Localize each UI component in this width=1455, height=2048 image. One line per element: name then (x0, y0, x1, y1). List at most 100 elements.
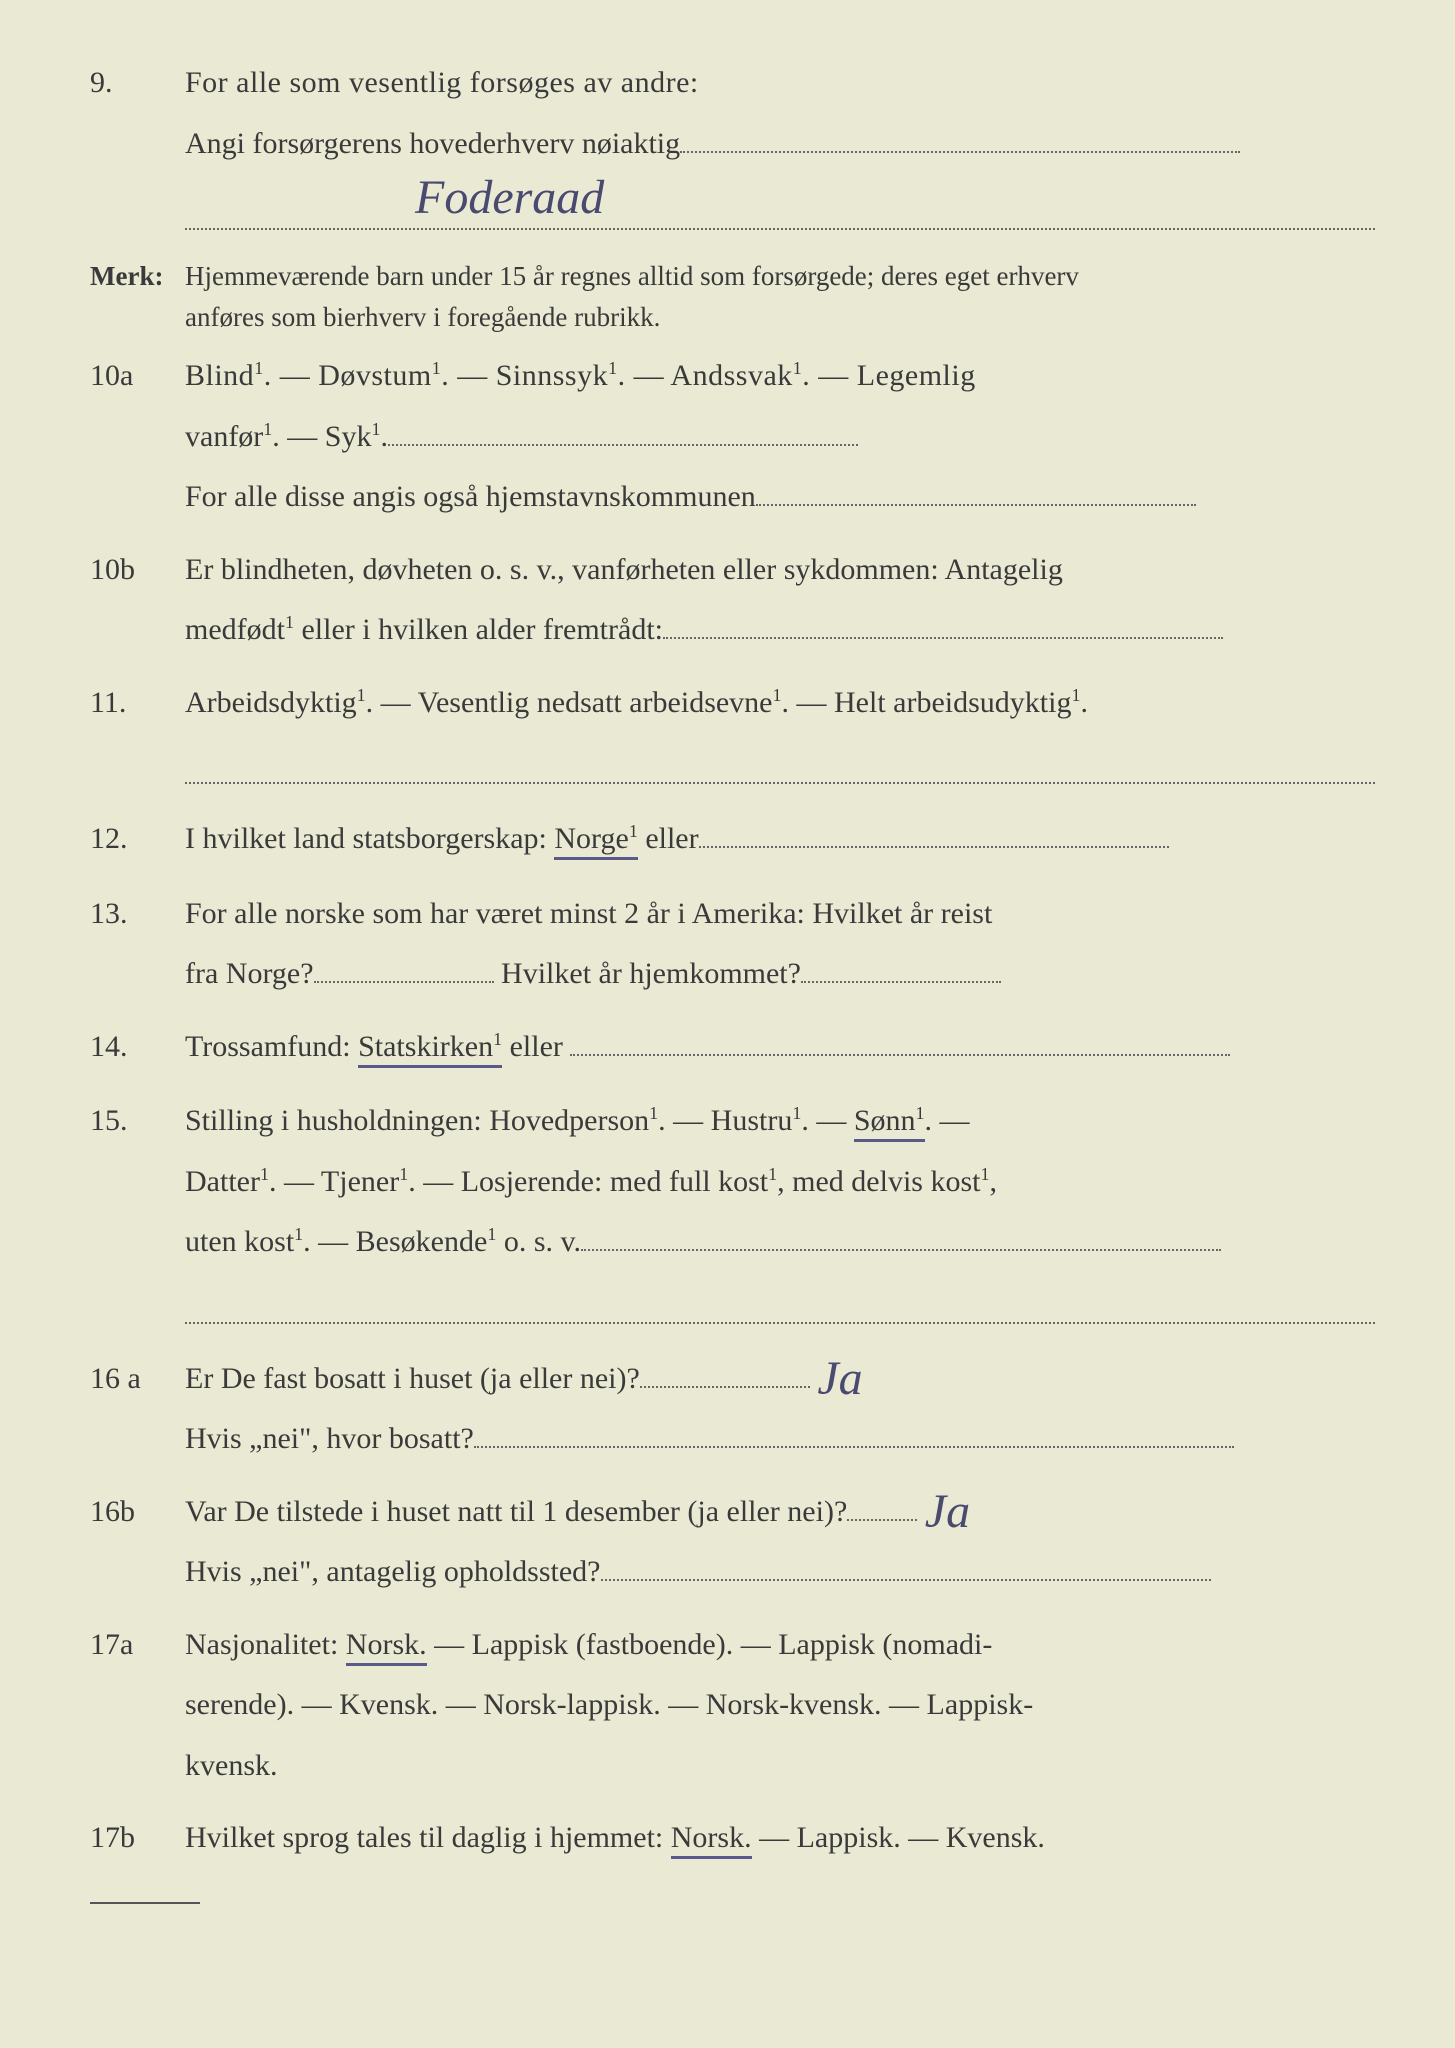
q16a-line1: Er De fast bosatt i huset (ja eller nei)… (185, 1356, 1375, 1403)
q14-pre: Trossamfund: (185, 1030, 358, 1063)
dotline (388, 417, 858, 446)
q10b-line2-text: medfødt1 eller i hvilken alder fremtrådt… (185, 613, 663, 646)
merk-label: Merk: (90, 256, 185, 298)
q16b-number: 16b (90, 1489, 185, 1536)
q15-blank (185, 1280, 1375, 1324)
q15-line1: Stilling i husholdningen: Hovedperson1. … (185, 1098, 1375, 1145)
q10b-number: 10b (90, 547, 185, 594)
q13-line2a: fra Norge? (185, 957, 314, 990)
q14: 14. Trossamfund: Statskirken1 eller (90, 1024, 1375, 1071)
q9-handwritten-line: Foderaad (185, 181, 1375, 230)
q14-post: eller (502, 1030, 570, 1063)
q17a: 17a Nasjonalitet: Norsk. — Lappisk (fast… (90, 1622, 1375, 1669)
q15: 15. Stilling i husholdningen: Hovedperso… (90, 1098, 1375, 1145)
q13-line2b: Hvilket år hjemkommet? (494, 957, 801, 990)
dotline (601, 1552, 1211, 1581)
dotline (640, 1359, 810, 1388)
q15-number: 15. (90, 1098, 185, 1145)
q11-number: 11. (90, 680, 185, 727)
merk-body: Hjemmeværende barn under 15 år regnes al… (185, 256, 1375, 340)
q17a-line2: serende). — Kvensk. — Norsk-lappisk. — N… (185, 1682, 1375, 1729)
q14-underlined: Statskirken1 (358, 1030, 502, 1068)
q17a-underlined: Norsk. (346, 1628, 427, 1666)
q10a-line1: Blind1. — Døvstum1. — Sinnssyk1. — Andss… (185, 353, 1375, 400)
q9: 9. For alle som vesentlig forsøges av an… (90, 60, 1375, 107)
q16a-number: 16 a (90, 1356, 185, 1403)
dotline (314, 954, 494, 983)
q9-number: 9. (90, 60, 185, 107)
q15-line1b: . — (925, 1104, 970, 1137)
q10a-number: 10a (90, 353, 185, 400)
q17a-line1b: — Lappisk (fastboende). — Lappisk (nomad… (427, 1628, 993, 1661)
q15-line2: Datter1. — Tjener1. — Losjerende: med fu… (185, 1159, 1375, 1206)
q10a-line2: vanfør1. — Syk1. (185, 414, 1375, 461)
q16b-line1-text: Var De tilstede i huset natt til 1 desem… (185, 1495, 847, 1528)
q15-line3: uten kost1. — Besøkende1 o. s. v. (185, 1219, 1375, 1266)
q17a-line3: kvensk. (185, 1743, 1375, 1790)
q13: 13. For alle norske som har været minst … (90, 891, 1375, 938)
q16b-line1: Var De tilstede i huset natt til 1 desem… (185, 1489, 1375, 1536)
q10b-line2: medfødt1 eller i hvilken alder fremtrådt… (185, 607, 1375, 654)
dotline (801, 954, 1001, 983)
q17b-line1: Hvilket sprog tales til daglig i hjemmet… (185, 1815, 1375, 1862)
q11-line1: Arbeidsdyktig1. — Vesentlig nedsatt arbe… (185, 680, 1375, 727)
q10a: 10a Blind1. — Døvstum1. — Sinnssyk1. — A… (90, 353, 1375, 400)
q13-line1: For alle norske som har været minst 2 år… (185, 891, 1375, 938)
q10b-line1: Er blindheten, døvheten o. s. v., vanfør… (185, 547, 1375, 594)
dotline (680, 124, 1240, 153)
q17b-line1a: Hvilket sprog tales til daglig i hjemmet… (185, 1821, 671, 1854)
q14-number: 14. (90, 1024, 185, 1071)
q17b-line1b: — Lappisk. — Kvensk. (752, 1821, 1045, 1854)
q10a-line3: For alle disse angis også hjemstavnskomm… (185, 474, 1375, 521)
dotline (756, 477, 1196, 506)
q16b: 16b Var De tilstede i huset natt til 1 d… (90, 1489, 1375, 1536)
q17a-line1: Nasjonalitet: Norsk. — Lappisk (fastboen… (185, 1622, 1375, 1669)
q16a-line2: Hvis „nei", hvor bosatt? (185, 1416, 1375, 1463)
q12-underlined: Norge1 (554, 822, 637, 860)
q17a-number: 17a (90, 1622, 185, 1669)
q17b-number: 17b (90, 1815, 185, 1862)
q9-line2: Angi forsørgerens hovederhverv nøiaktig (185, 121, 1375, 168)
q9-line2-text: Angi forsørgerens hovederhverv nøiaktig (185, 127, 680, 160)
merk-note: Merk: Hjemmeværende barn under 15 år reg… (90, 256, 1375, 340)
dotline (185, 740, 1375, 784)
q14-body: Trossamfund: Statskirken1 eller (185, 1024, 1375, 1071)
census-form-page: 9. For alle som vesentlig forsøges av an… (0, 0, 1455, 1964)
q16a-line1-text: Er De fast bosatt i huset (ja eller nei)… (185, 1362, 640, 1395)
footer-rule (90, 1902, 200, 1904)
q15-line3-text: uten kost1. — Besøkende1 o. s. v. (185, 1225, 581, 1258)
q16a-handwritten: Ja (817, 1362, 862, 1396)
q12-number: 12. (90, 816, 185, 863)
merk-text1: Hjemmeværende barn under 15 år regnes al… (185, 256, 1375, 298)
q10b: 10b Er blindheten, døvheten o. s. v., va… (90, 547, 1375, 594)
q16a-line2-text: Hvis „nei", hvor bosatt? (185, 1422, 474, 1455)
q12: 12. I hvilket land statsborgerskap: Norg… (90, 816, 1375, 863)
q12-pre: I hvilket land statsborgerskap: (185, 822, 554, 855)
q16b-line2: Hvis „nei", antagelig opholdssted? (185, 1549, 1375, 1596)
q16a: 16 a Er De fast bosatt i huset (ja eller… (90, 1356, 1375, 1403)
dotline (663, 610, 1223, 639)
q13-line2: fra Norge? Hvilket år hjemkommet? (185, 951, 1375, 998)
q15-line1a: Stilling i husholdningen: Hovedperson1. … (185, 1104, 854, 1137)
q12-post: eller (638, 822, 699, 855)
q11: 11. Arbeidsdyktig1. — Vesentlig nedsatt … (90, 680, 1375, 727)
q10a-line3-text: For alle disse angis også hjemstavnskomm… (185, 480, 756, 513)
q16b-line2-text: Hvis „nei", antagelig opholdssted? (185, 1555, 601, 1588)
q13-number: 13. (90, 891, 185, 938)
dotline (570, 1027, 1230, 1056)
dotline (581, 1222, 1221, 1251)
q9-handwritten: Foderaad (415, 181, 604, 215)
q16b-handwritten: Ja (925, 1495, 970, 1529)
dotline (699, 819, 1169, 848)
dotline (474, 1419, 1234, 1448)
q17b-underlined: Norsk. (671, 1821, 752, 1859)
q11-blank (185, 740, 1375, 784)
dotline (185, 1280, 1375, 1324)
q10a-line2-text: vanfør1. — Syk1. (185, 420, 388, 453)
q9-line1: For alle som vesentlig forsøges av andre… (185, 60, 1375, 107)
q15-underlined: Sønn1 (854, 1104, 925, 1142)
q12-body: I hvilket land statsborgerskap: Norge1 e… (185, 816, 1375, 863)
q17a-line1a: Nasjonalitet: (185, 1628, 346, 1661)
merk-text2: anføres som bierhverv i foregående rubri… (185, 297, 1375, 339)
q17b: 17b Hvilket sprog tales til daglig i hje… (90, 1815, 1375, 1862)
